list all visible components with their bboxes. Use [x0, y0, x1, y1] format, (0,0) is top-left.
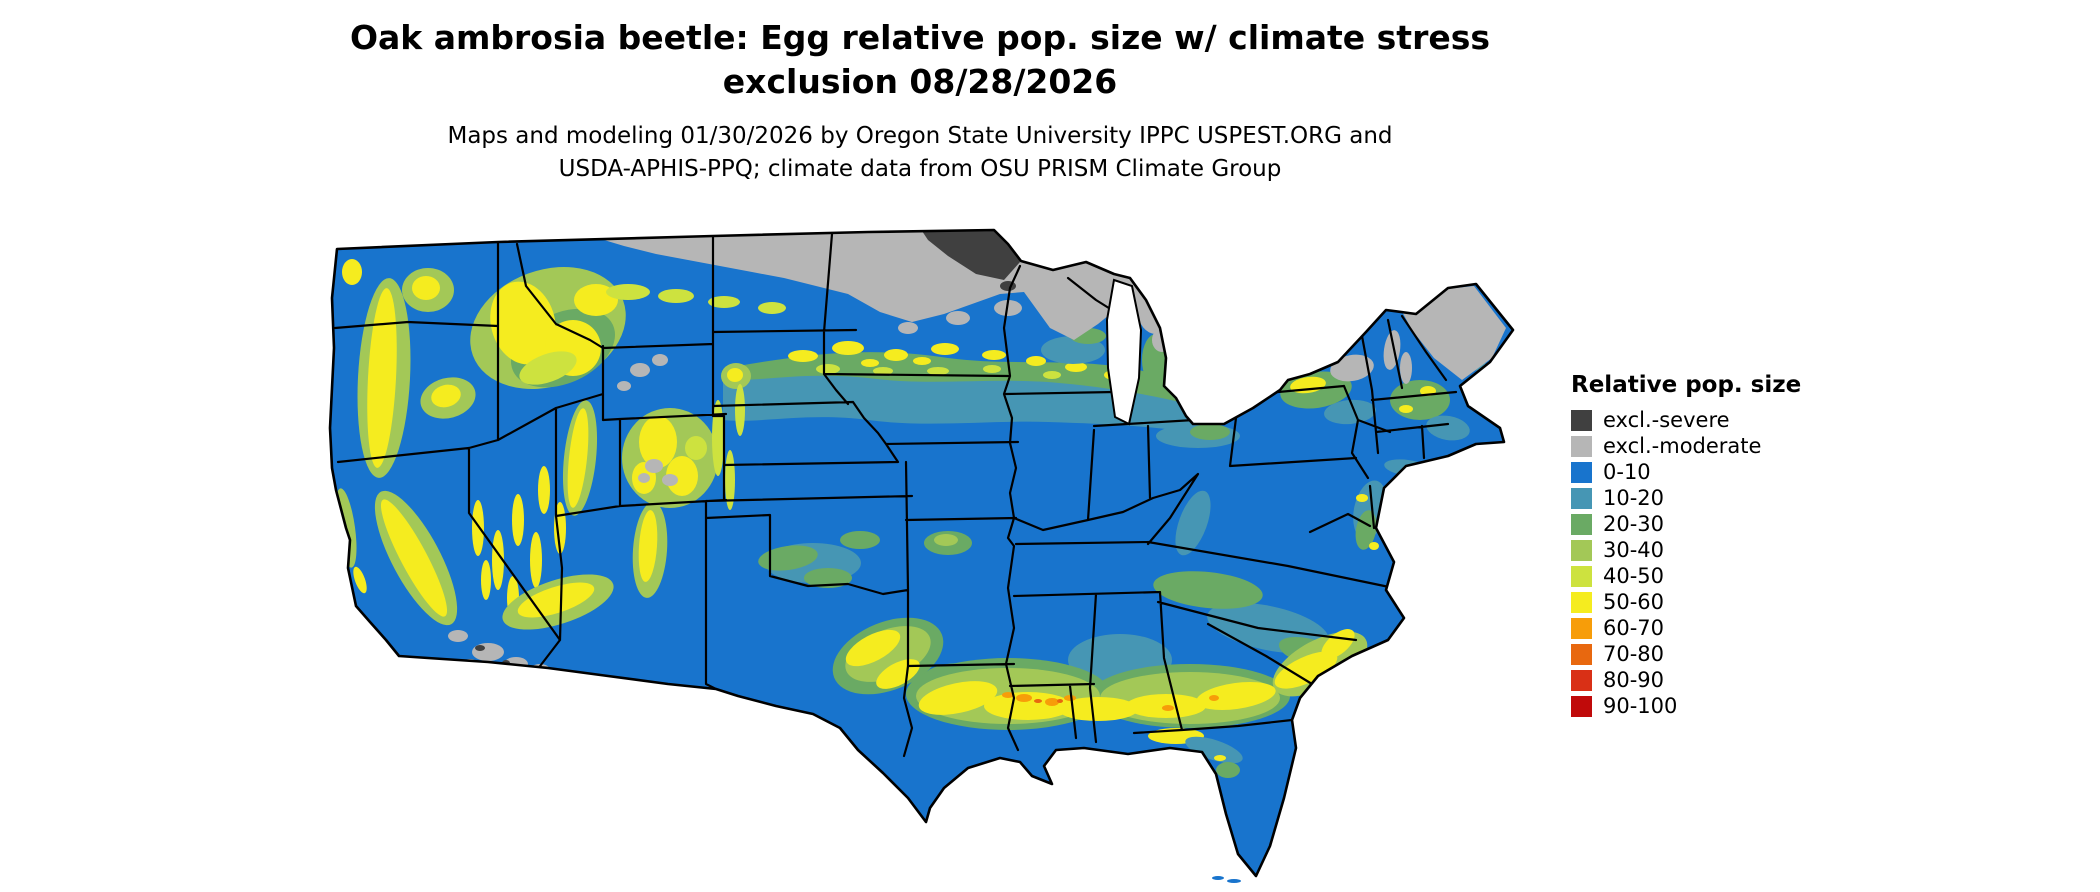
legend-label: 70-80 — [1603, 642, 1665, 666]
state-borders — [333, 232, 1458, 758]
legend-label: excl.-moderate — [1603, 434, 1762, 458]
florida-keys — [1212, 876, 1241, 883]
legend-swatch — [1571, 591, 1592, 613]
legend-label: 50-60 — [1603, 590, 1665, 614]
legend-swatch — [1571, 409, 1592, 431]
legend-item: excl.-severe — [1571, 407, 1801, 433]
legend-item: 90-100 — [1571, 693, 1801, 719]
legend-item: 80-90 — [1571, 667, 1801, 693]
legend-label: 40-50 — [1603, 564, 1665, 588]
legend-label: 80-90 — [1603, 668, 1665, 692]
legend-label: excl.-severe — [1603, 408, 1730, 432]
legend-item: 30-40 — [1571, 537, 1801, 563]
western-mountains — [335, 259, 786, 630]
legend-swatch — [1571, 435, 1592, 457]
map-title-line1: Oak ambrosia beetle: Egg relative pop. s… — [349, 18, 1491, 57]
legend-label: 60-70 — [1603, 616, 1665, 640]
legend-label: 30-40 — [1603, 538, 1665, 562]
south-and-gulf — [758, 490, 1368, 778]
map-title-line2: exclusion 08/28/2026 — [722, 62, 1118, 101]
legend-item: excl.-moderate — [1571, 433, 1801, 459]
legend-item: 40-50 — [1571, 563, 1801, 589]
legend-label: 0-10 — [1603, 460, 1651, 484]
figure-titles: Oak ambrosia beetle: Egg relative pop. s… — [0, 16, 1840, 186]
legend-swatch — [1571, 695, 1592, 717]
legend-item: 60-70 — [1571, 615, 1801, 641]
map-subtitle-line2: USDA-APHIS-PPQ; climate data from OSU PR… — [558, 156, 1282, 182]
legend-swatch — [1571, 461, 1592, 483]
lake-michigan — [1105, 278, 1143, 426]
legend-swatch — [1571, 617, 1592, 639]
us-map — [328, 228, 1515, 883]
map-fill-layers — [330, 230, 1513, 876]
legend-title: Relative pop. size — [1571, 372, 1802, 398]
map-subtitle-line1: Maps and modeling 01/30/2026 by Oregon S… — [447, 123, 1393, 149]
legend-swatch — [1571, 487, 1592, 509]
legend-swatch — [1571, 539, 1592, 561]
map-subtitle: Maps and modeling 01/30/2026 by Oregon S… — [0, 120, 1840, 186]
legend-item: 20-30 — [1571, 511, 1801, 537]
legend-label: 10-20 — [1603, 486, 1665, 510]
legend-swatch — [1571, 643, 1592, 665]
north-transition-band — [723, 328, 1240, 448]
legend-item: 50-60 — [1571, 589, 1801, 615]
legend-swatch — [1571, 669, 1592, 691]
us-outline — [328, 228, 1515, 878]
legend-item: 10-20 — [1571, 485, 1801, 511]
legend-swatch — [1571, 513, 1592, 535]
legend-items: excl.-severe excl.-moderate 0-10 10-20 20-30… — [1571, 407, 1801, 719]
legend-swatch — [1571, 565, 1592, 587]
legend: Relative pop. size excl.-severe excl.-mod… — [1571, 372, 1801, 719]
legend-label: 90-100 — [1603, 694, 1678, 718]
legend-item: 70-80 — [1571, 641, 1801, 667]
legend-label: 20-30 — [1603, 512, 1665, 536]
legend-item: 0-10 — [1571, 459, 1801, 485]
